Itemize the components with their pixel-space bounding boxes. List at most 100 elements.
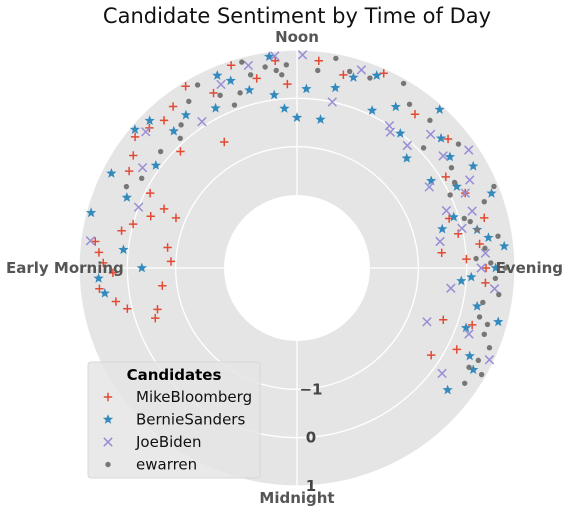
data-point — [129, 124, 141, 134]
legend-label: MikeBloomberg — [136, 388, 252, 406]
data-point — [252, 74, 261, 83]
data-point — [209, 88, 218, 98]
data-point — [451, 181, 462, 191]
data-point — [269, 51, 280, 61]
data-point — [457, 223, 467, 234]
data-point — [496, 291, 502, 298]
data-point — [475, 239, 484, 249]
data-point — [420, 145, 427, 151]
data-point — [466, 364, 472, 371]
data-point — [438, 151, 448, 161]
data-point — [118, 244, 129, 255]
data-point — [151, 313, 160, 323]
data-point — [490, 262, 501, 273]
data-point — [462, 254, 471, 264]
data-point — [483, 232, 494, 243]
legend-item-joebiden: JoeBiden — [103, 433, 202, 451]
legend-marker — [103, 392, 113, 402]
data-point — [406, 101, 413, 107]
legend-marker — [102, 414, 114, 424]
data-point — [339, 70, 348, 80]
data-point — [481, 198, 487, 205]
data-point — [181, 82, 190, 91]
data-point — [481, 278, 490, 288]
data-point — [178, 122, 184, 128]
data-point — [474, 227, 480, 233]
data-point — [159, 204, 169, 214]
data-point — [346, 68, 353, 75]
data-point — [85, 207, 97, 218]
data-point — [271, 56, 280, 66]
data-point — [442, 384, 453, 395]
data-point — [462, 380, 468, 386]
legend: Candidates MikeBloomberg BernieSanders JoeB… — [87, 361, 261, 479]
data-point — [480, 213, 489, 223]
data-point — [481, 331, 487, 338]
data-point — [480, 248, 491, 258]
data-point — [454, 229, 463, 238]
data-point — [444, 151, 456, 162]
data-point — [480, 299, 486, 306]
series-ewarren — [123, 55, 509, 386]
data-point — [460, 322, 472, 333]
data-point — [464, 329, 474, 339]
data-point — [366, 105, 378, 115]
data-point — [158, 281, 167, 290]
data-point — [447, 192, 453, 198]
data-point — [157, 148, 164, 155]
data-point — [466, 271, 477, 282]
legend-label: BernieSanders — [136, 411, 245, 429]
data-point — [481, 263, 491, 273]
data-point — [484, 321, 491, 328]
data-point — [291, 112, 303, 123]
data-point — [463, 145, 474, 155]
legend-item-ewarren: ewarren — [105, 456, 197, 474]
radial-tick-label: 1 — [306, 477, 316, 495]
data-point — [472, 300, 483, 311]
data-point — [402, 140, 413, 151]
data-point — [437, 248, 446, 257]
data-point — [426, 175, 437, 186]
data-point — [495, 233, 501, 239]
data-point — [476, 263, 486, 273]
data-point — [315, 114, 326, 124]
data-point — [379, 69, 388, 78]
data-point — [489, 284, 500, 294]
data-point — [247, 72, 254, 78]
data-point — [117, 226, 126, 235]
data-point — [434, 104, 445, 114]
data-point — [367, 75, 373, 81]
data-point — [106, 168, 117, 178]
data-point — [327, 97, 338, 107]
data-point — [264, 51, 275, 62]
data-point — [451, 179, 458, 186]
series-mikebloomberg — [91, 56, 491, 360]
data-point — [279, 103, 290, 113]
data-point — [123, 304, 132, 313]
angle-label-early-morning: Early Morning — [6, 259, 124, 277]
data-point — [244, 84, 255, 95]
data-point — [435, 236, 445, 247]
data-point — [333, 55, 339, 62]
data-point — [99, 287, 110, 298]
data-point — [437, 223, 448, 234]
data-point — [464, 175, 475, 185]
data-point — [475, 357, 482, 364]
data-point — [226, 61, 236, 70]
data-point — [124, 166, 134, 176]
data-point — [166, 257, 176, 266]
radial-tick-label: 0 — [306, 429, 316, 447]
data-point — [427, 117, 433, 124]
data-point — [163, 243, 172, 252]
data-point — [452, 345, 461, 354]
data-point — [482, 245, 488, 251]
data-point — [385, 127, 396, 137]
legend-label: ewarren — [136, 456, 197, 474]
data-point — [168, 125, 179, 136]
data-point — [138, 175, 145, 182]
data-point — [491, 183, 497, 190]
data-points — [85, 50, 510, 395]
data-point — [136, 262, 147, 273]
series-joebiden — [85, 50, 500, 379]
data-point — [492, 275, 499, 282]
